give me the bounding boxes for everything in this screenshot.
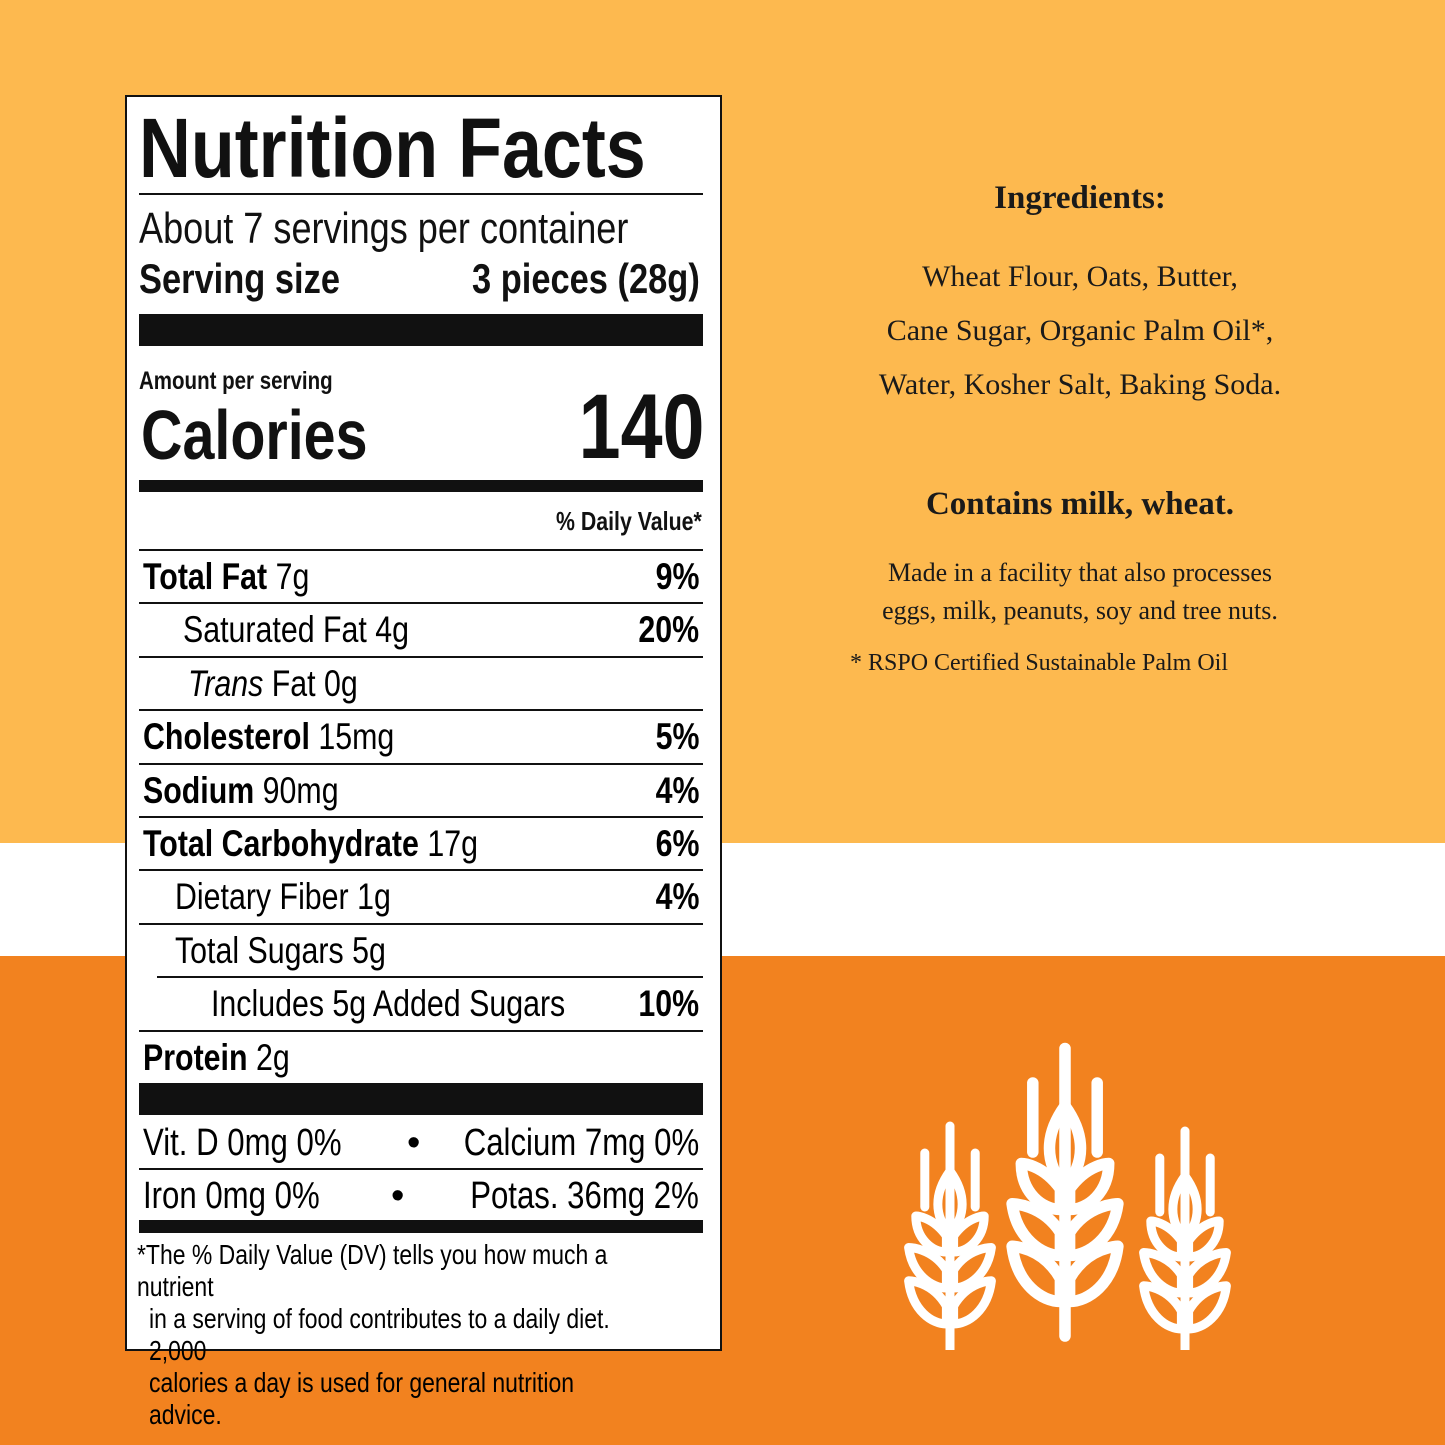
vitamin-left: Vit. D 0mg 0%	[143, 1122, 342, 1164]
nutrient-row: Saturated Fat 4g 20%	[139, 603, 703, 656]
row-divider	[157, 976, 703, 979]
nutrient-row: Total Fat 7g 9%	[139, 550, 703, 603]
daily-value-percent: 4%	[655, 876, 699, 918]
nutrient-name: Dietary Fiber 1g	[175, 876, 391, 918]
ingredients-line: Water, Kosher Salt, Baking Soda.	[878, 368, 1282, 401]
calories-label: Calories	[141, 396, 368, 474]
nutrient-row: Protein 2g	[139, 1031, 703, 1084]
daily-value-percent: 6%	[655, 823, 699, 864]
label-title: Nutrition Facts	[139, 101, 646, 195]
row-divider	[139, 549, 703, 551]
facility-statement: Made in a facility that also processes e…	[830, 554, 1330, 630]
medium-divider	[139, 480, 703, 492]
ingredients-line: Wheat Flour, Oats, Butter,	[922, 260, 1238, 293]
footnote-line: *The % Daily Value (DV) tells you how mu…	[137, 1239, 608, 1302]
vitamin-row: Vit. D 0mg 0% • Calcium 7mg 0%	[139, 1117, 703, 1170]
nutrient-name: Total Carbohydrate	[143, 823, 419, 864]
nutrient-name: Protein	[143, 1036, 248, 1078]
nutrition-facts-label: Nutrition Facts About 7 servings per con…	[125, 95, 722, 1430]
serving-size-value: 3 pieces (28g)	[472, 255, 700, 302]
nutrient-amount: 90mg	[262, 769, 339, 811]
nutrient-row: Dietary Fiber 1g 4%	[139, 870, 703, 923]
serving-size-label: Serving size	[139, 255, 340, 302]
nutrient-name: Includes 5g Added Sugars	[211, 983, 566, 1025]
daily-value-percent: 9%	[655, 556, 699, 597]
nutrient-name: Total Fat	[143, 556, 268, 597]
row-divider	[139, 922, 703, 925]
daily-value-percent: 20%	[638, 609, 699, 651]
bullet: •	[407, 1122, 421, 1164]
ingredients-line: Cane Sugar, Organic Palm Oil*,	[886, 314, 1274, 347]
nutrient-row: Includes 5g Added Sugars 10%	[139, 977, 703, 1030]
calories-value: 140	[578, 376, 704, 478]
thick-divider	[139, 314, 703, 346]
nutrient-amount: Fat 0g	[271, 662, 358, 704]
daily-value-percent: 5%	[655, 716, 699, 758]
nutrient-name: Cholesterol	[143, 716, 310, 758]
facility-line: Made in a facility that also processes	[887, 558, 1273, 587]
nutrient-name: Saturated Fat 4g	[183, 609, 410, 651]
thick-divider	[139, 1083, 703, 1115]
wheat-stalks-icon	[900, 1020, 1240, 1350]
ingredients-list: Wheat Flour, Oats, Butter, Cane Sugar, O…	[830, 250, 1330, 412]
row-divider	[139, 1029, 703, 1032]
rspo-note: * RSPO Certified Sustainable Palm Oil	[850, 650, 1228, 676]
row-divider	[139, 655, 703, 658]
row-divider	[139, 762, 703, 765]
row-divider	[139, 816, 703, 818]
nutrient-amount: 2g	[255, 1036, 290, 1078]
divider	[139, 193, 703, 195]
row-divider	[139, 602, 703, 605]
vitamin-right: Potas. 36mg 2%	[470, 1175, 699, 1217]
nutrient-row: Trans Fat 0g	[139, 657, 703, 710]
daily-value-header: % Daily Value*	[556, 506, 702, 536]
daily-value-percent: 10%	[638, 983, 699, 1025]
vitamin-left: Iron 0mg 0%	[143, 1175, 320, 1217]
row-divider	[139, 709, 703, 712]
nutrient-row: Sodium 90mg 4%	[139, 764, 703, 817]
vitamin-row: Iron 0mg 0% • Potas. 36mg 2%	[139, 1170, 703, 1223]
daily-value-percent: 4%	[655, 769, 699, 811]
nutrient-row: Cholesterol 15mg 5%	[139, 710, 703, 763]
nutrient-amount: 17g	[427, 823, 478, 864]
medium-divider	[139, 1220, 703, 1233]
nutrient-name: Total Sugars 5g	[175, 929, 386, 971]
nutrient-row: Total Sugars 5g	[139, 924, 703, 977]
vitamin-right: Calcium 7mg 0%	[463, 1122, 699, 1164]
amount-per-serving: Amount per serving	[139, 367, 333, 395]
nutrient-name: Trans	[188, 662, 264, 704]
nutrient-amount: 7g	[275, 556, 310, 597]
nutrient-amount: 15mg	[318, 716, 395, 758]
facility-line: eggs, milk, peanuts, soy and tree nuts.	[882, 596, 1278, 625]
row-divider	[139, 1168, 703, 1170]
nutrient-name: Sodium	[143, 769, 255, 811]
ingredients-heading: Ingredients:	[994, 180, 1166, 216]
nutrient-row: Total Carbohydrate 17g 6%	[139, 817, 703, 870]
footnote-line: calories a day is used for general nutri…	[149, 1367, 575, 1430]
allergen-statement: Contains milk, wheat.	[925, 486, 1235, 522]
bullet: •	[391, 1175, 405, 1217]
footnote-line: in a serving of food contributes to a da…	[149, 1303, 610, 1366]
row-divider	[139, 869, 703, 872]
servings-per-container: About 7 servings per container	[139, 204, 629, 253]
